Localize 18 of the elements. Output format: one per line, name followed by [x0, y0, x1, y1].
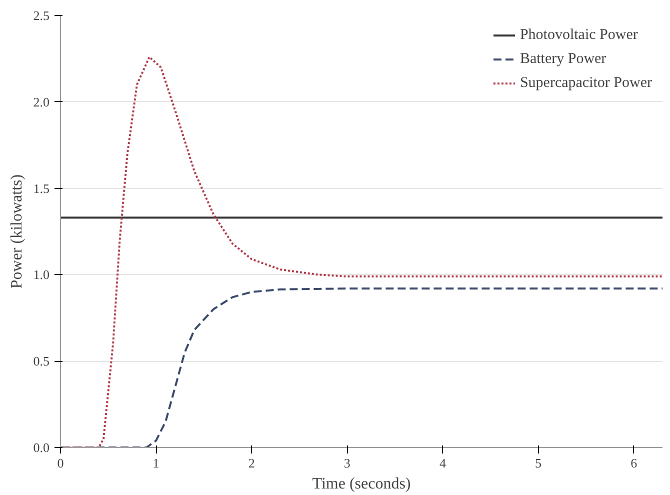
x-axis-title: Time (seconds)	[312, 476, 411, 492]
legend-label: Photovoltaic Power	[520, 26, 638, 44]
y-tick-label: 1.0	[33, 267, 50, 282]
y-axis-title: Power (kilowatts)	[8, 174, 26, 289]
x-tick-label: 2	[248, 456, 255, 470]
y-tick-label: 2.0	[33, 94, 50, 110]
x-tick-label: 5	[535, 456, 542, 470]
x-tick-label: 1	[152, 456, 160, 470]
legend-label: Battery Power	[520, 50, 606, 68]
x-tick-label: 6	[630, 456, 638, 470]
y-tick-label: 0.5	[33, 354, 50, 369]
x-tick-label: 0	[57, 456, 64, 470]
y-tick-label: 2.5	[33, 8, 50, 23]
legend-label: Supercapacitor Power	[520, 74, 652, 92]
y-tick-label: 1.5	[33, 180, 50, 196]
x-tick-label: 3	[344, 456, 350, 470]
x-tick-label: 4	[439, 456, 446, 470]
y-tick-label: 0.0	[33, 440, 50, 455]
